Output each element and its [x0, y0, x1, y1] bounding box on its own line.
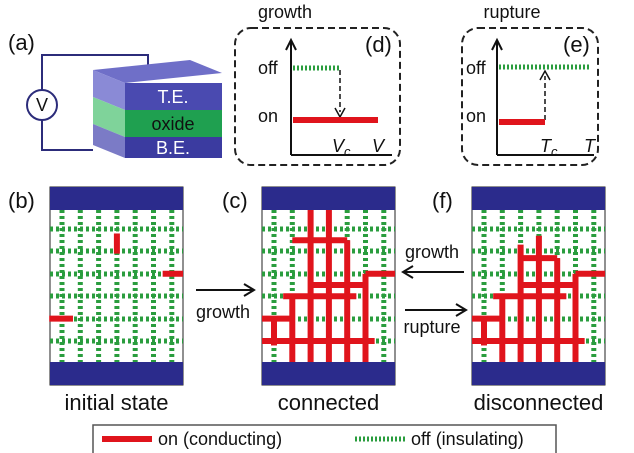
threshold-label: Tc: [540, 136, 558, 159]
subscript: c: [344, 144, 351, 159]
lattice-caption: connected: [278, 390, 380, 415]
source-label: V: [36, 95, 48, 115]
state-label: off: [258, 58, 279, 78]
arrow-label: growth: [405, 242, 459, 262]
subscript: c: [551, 144, 558, 159]
lattice: (b) initial state: [8, 187, 183, 415]
bottom-electrode: [50, 362, 183, 385]
panel-label: (f): [432, 188, 453, 213]
axis-label: T: [584, 136, 597, 156]
bottom-electrode: [472, 362, 605, 385]
bottom-electrode: [262, 362, 395, 385]
top-electrode: [50, 187, 183, 210]
threshold-label: Vc: [332, 136, 351, 159]
panel-label: (e): [563, 32, 590, 57]
lattice: (f) disconnected: [432, 187, 605, 415]
transition-head: [335, 108, 345, 117]
panel-label: (a): [8, 30, 35, 55]
layer-label: T.E.: [157, 87, 188, 107]
state-label: on: [466, 106, 486, 126]
panel-label: (b): [8, 188, 35, 213]
lattice-caption: disconnected: [474, 390, 604, 415]
axis-label: V: [372, 136, 386, 156]
top-electrode: [262, 187, 395, 210]
panel-title: growth: [258, 2, 312, 22]
panel-title: rupture: [483, 2, 540, 22]
lattice-caption: initial state: [65, 390, 169, 415]
figure: (a) V T.E. oxide B.E. growth (d) off on …: [0, 0, 634, 453]
legend-entry: off (insulating): [411, 429, 524, 449]
legend-entry: on (conducting): [158, 429, 282, 449]
layer-label: oxide: [151, 114, 194, 134]
top-electrode: [472, 187, 605, 210]
lattice: (c) connected: [222, 187, 395, 415]
panel-label: (d): [365, 32, 392, 57]
state-label: off: [466, 58, 487, 78]
arrow-label: growth: [196, 302, 250, 322]
layer-label: B.E.: [156, 138, 190, 158]
arrow-label: rupture: [403, 317, 460, 337]
panel-label: (c): [222, 188, 248, 213]
state-label: on: [258, 106, 278, 126]
